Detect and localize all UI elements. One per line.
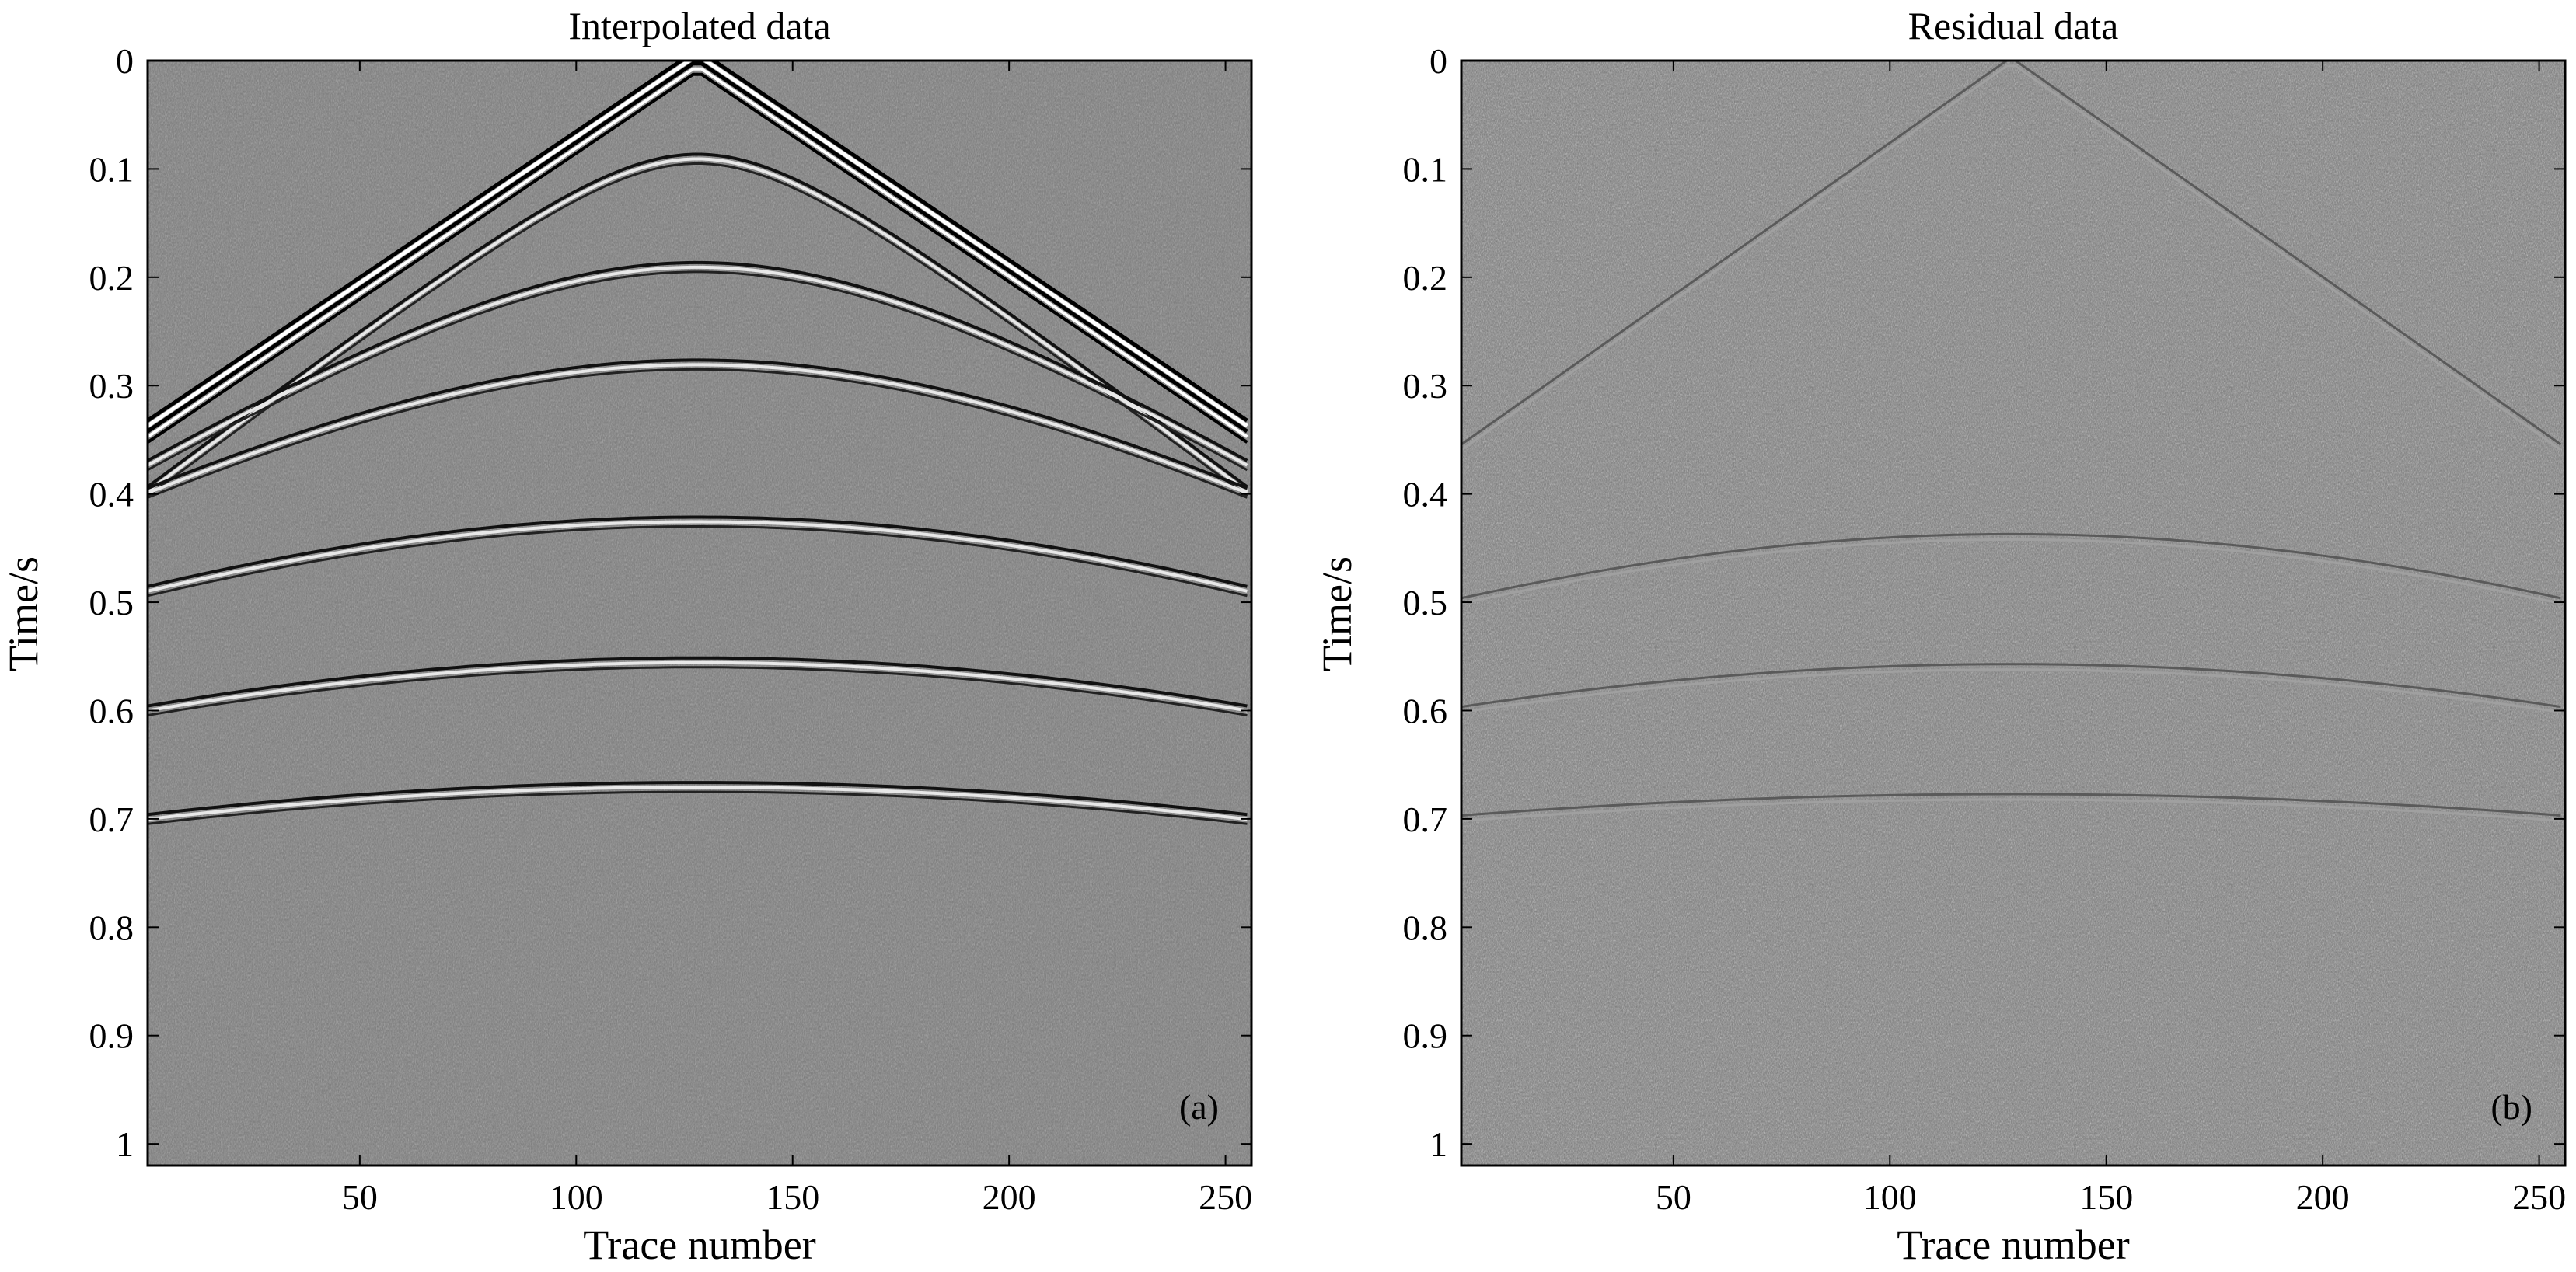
seismic-events: [1461, 61, 2562, 822]
y-tick-label: 1: [116, 1124, 134, 1164]
seismic-event-line: [1461, 663, 2561, 709]
y-tick-label: 0.2: [89, 258, 134, 298]
x-axis-label: Trace number: [583, 1221, 815, 1268]
x-tick-label: 250: [1199, 1177, 1252, 1217]
x-tick-label: 250: [2512, 1177, 2566, 1217]
seismic-event-line: [148, 786, 1248, 821]
x-tick-label: 150: [2079, 1177, 2133, 1217]
y-tick-label: 0.7: [1403, 800, 1448, 839]
seismic-event-line: [1461, 538, 2561, 605]
seismic-event-line: [1461, 61, 2562, 446]
x-ticks: 50 100 150 200 250: [1656, 61, 2566, 1217]
y-ticks: 0 0.1 0.2 0.3 0.4 0.5 0.6 0.7 0.8 0.9 1: [1403, 41, 2565, 1164]
chart-title: Residual data: [1908, 4, 2119, 47]
seismic-event-line: [148, 368, 1248, 499]
y-axis-label: Time/s: [0, 556, 47, 671]
seismic-event-line: [148, 790, 1248, 825]
seismic-event-line: [148, 660, 1248, 713]
seismic-event-line: [148, 152, 1248, 489]
chart-title: Interpolated data: [568, 4, 830, 47]
x-tick-label: 100: [1863, 1177, 1917, 1217]
y-tick-label: 0.7: [89, 800, 134, 839]
x-tick-label: 50: [1656, 1177, 1691, 1217]
y-tick-label: 1: [1429, 1124, 1447, 1164]
panel-label: (a): [1179, 1087, 1219, 1127]
x-tick-label: 150: [766, 1177, 819, 1217]
seismic-event-line: [148, 61, 1248, 434]
seismic-event-line: [148, 157, 1248, 493]
panel-label: (b): [2490, 1087, 2532, 1127]
seismic-event-line: [148, 358, 1248, 490]
panel-interpolated: Interpolated data 50 100 150 200 250 0 0.1 0.2…: [0, 4, 1253, 1268]
seismic-event-line: [148, 666, 1248, 716]
x-axis-label: Trace number: [1897, 1221, 2129, 1268]
panel-residual: Residual data 50 100 150 200 250 00.10.20.30…: [1314, 4, 2567, 1268]
seismic-event-line: [1461, 798, 2561, 822]
seismic-event-line: [148, 656, 1248, 708]
y-tick-label: 0.1: [89, 149, 134, 189]
y-tick-label: 0.5: [1403, 583, 1448, 622]
seismic-event-line: [148, 525, 1248, 598]
noise-texture: [148, 61, 1251, 1166]
y-tick-label: 0.8: [89, 908, 134, 947]
y-tick-label: 0.8: [1403, 908, 1448, 947]
seismic-event-line: [1461, 64, 2562, 451]
y-tick-label: 0.9: [89, 1016, 134, 1056]
seismic-event-line: [148, 363, 1248, 495]
seismic-events: [148, 61, 1248, 825]
seismic-event-line: [148, 162, 1248, 497]
x-tick-label: 100: [550, 1177, 603, 1217]
seismic-event-line: [148, 520, 1248, 593]
y-tick-label: 0.6: [89, 691, 134, 730]
plot-frame: [1460, 59, 2567, 1167]
seismic-event-line: [148, 515, 1248, 588]
y-tick-label: 0.6: [1403, 691, 1448, 730]
y-tick-label: 0.1: [1403, 149, 1448, 189]
y-ticks: 0 0.1 0.2 0.3 0.4 0.5 0.6 0.7 0.8 0.9 1: [89, 41, 1251, 1164]
y-tick-label: 0.4: [89, 475, 134, 514]
seismic-event-line: [148, 781, 1248, 817]
seismic-event-line: [1461, 668, 2561, 714]
seismic-event-line: [1461, 793, 2561, 817]
noise-texture: [1461, 61, 2565, 1166]
y-axis-label: Time/s: [1314, 556, 1360, 671]
seismic-event-line: [148, 260, 1248, 462]
x-tick-label: 50: [342, 1177, 378, 1217]
y-tick-label: 0.3: [1403, 366, 1448, 406]
seismic-event-line: [148, 265, 1248, 467]
y-tick-label: 0.5: [89, 583, 134, 622]
seismic-event-line: [148, 270, 1248, 472]
plot-frame: [146, 59, 1253, 1167]
y-tick-label: 0.4: [1403, 475, 1448, 514]
seismic-event-line: [148, 61, 1248, 428]
y-tick-label: 0.3: [89, 366, 134, 406]
x-tick-label: 200: [983, 1177, 1036, 1217]
y-tick-label: 0: [116, 41, 134, 81]
x-ticks: 50 100 150 200 250: [342, 61, 1252, 1217]
seismic-event-line: [1461, 532, 2561, 600]
y-tick-label: 0.2: [1403, 258, 1448, 298]
y-tick-label: 0.9: [1403, 1016, 1448, 1056]
seismic-event-line: [148, 61, 1248, 423]
seismic-event-line: [148, 67, 1248, 438]
y-tick-label: 0: [1429, 41, 1447, 81]
seismic-event-line: [148, 72, 1248, 444]
x-tick-label: 200: [2296, 1177, 2350, 1217]
